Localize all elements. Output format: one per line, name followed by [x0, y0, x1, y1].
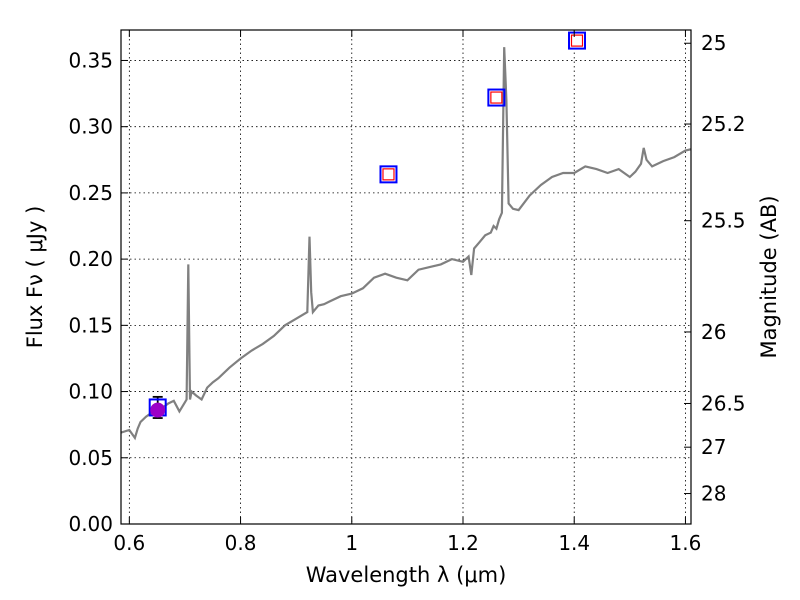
magnitude-tick-label: 26.5: [701, 391, 746, 415]
x-tick-label: 1: [345, 531, 358, 555]
y-tick-label: 0.35: [68, 48, 113, 72]
magnitude-tick-label: 25.2: [701, 112, 746, 136]
y-tick-label: 0.00: [68, 512, 113, 536]
y-tick-label: 0.30: [68, 115, 113, 139]
photometry-circle-marker: [151, 403, 165, 417]
y-axis: 0.00 0.05 0.10 0.15 0.20 0.25 0.30 0.35: [68, 48, 128, 536]
y-tick-label: 0.20: [68, 247, 113, 271]
magnitude-axis-label: Magnitude (AB): [757, 195, 781, 358]
photometry-inner-marker: [491, 92, 502, 103]
y-tick-label: 0.05: [68, 446, 113, 470]
magnitude-tick-label: 26: [701, 320, 726, 344]
photometry-inner-marker: [572, 35, 583, 46]
magnitude-tick-label: 27: [701, 435, 726, 459]
y-tick-label: 0.15: [68, 313, 113, 337]
x-tick-label: 1.6: [670, 531, 702, 555]
grid: [121, 30, 691, 524]
magnitude-tick-label: 25: [701, 31, 726, 55]
magnitude-tick-label: 25.5: [701, 209, 746, 233]
x-axis-label: Wavelength λ (μm): [306, 563, 507, 587]
photometry-inner-marker: [383, 169, 394, 180]
x-tick-label: 0.6: [113, 531, 145, 555]
y-tick-label: 0.25: [68, 181, 113, 205]
spectrum-line: [121, 47, 691, 438]
y-axis-label: Flux Fν ( μJy ): [23, 206, 47, 349]
magnitude-tick-label: 28: [701, 482, 726, 506]
plot-frame: [121, 30, 691, 524]
photometry-points: [150, 33, 585, 418]
model-spectrum: [121, 47, 691, 438]
x-tick-label: 1.2: [447, 531, 479, 555]
x-axis: 0.6 0.8 1 1.2 1.4 1.6: [113, 30, 701, 555]
x-tick-label: 0.8: [225, 531, 257, 555]
y-tick-label: 0.10: [68, 380, 113, 404]
magnitude-axis: 25 25.2 25.5 26 26.5 27 28: [684, 31, 746, 505]
x-tick-label: 1.4: [558, 531, 590, 555]
